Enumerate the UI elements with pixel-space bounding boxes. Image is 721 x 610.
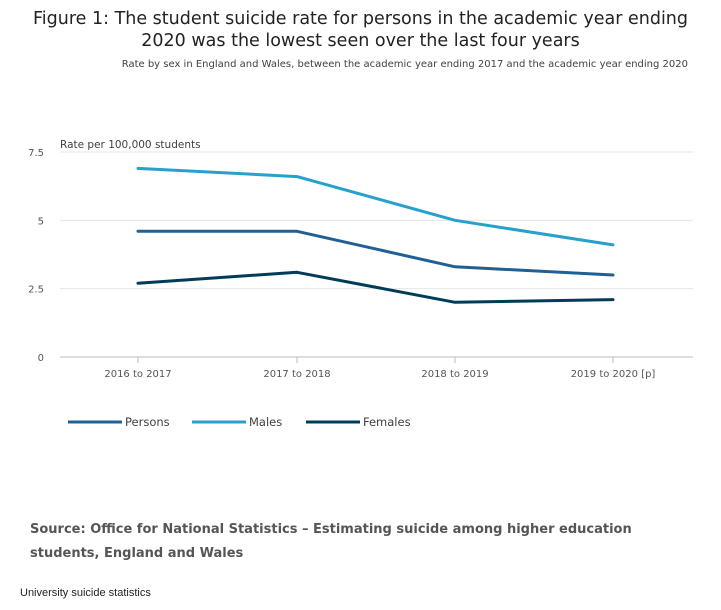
legend-label-females: Females (363, 415, 411, 429)
y-tick-label: 0 (38, 353, 44, 364)
series-line-persons (136, 229, 615, 277)
chart-subtitle: Rate by sex in England and Wales, betwee… (121, 59, 688, 70)
y-tick-label: 7.5 (28, 148, 44, 159)
y-axis-label: Rate per 100,000 students (60, 139, 201, 151)
legend-label-persons: Persons (125, 415, 170, 429)
x-tick-label: 2019 to 2020 [p] (571, 369, 656, 380)
y-axis-ticks: 0 2.5 5 7.5 (28, 148, 44, 364)
chart-title: Figure 1: The student suicide rate for p… (32, 9, 689, 51)
legend-label-males: Males (249, 415, 282, 429)
x-axis-ticks: 2016 to 2017 2017 to 2018 2018 to 2019 2019… (104, 357, 655, 380)
y-tick-label: 2.5 (28, 285, 44, 296)
series-line-females (136, 270, 615, 304)
y-tick-label: 5 (38, 216, 44, 227)
grid-lines (60, 151, 693, 358)
x-tick-label: 2018 to 2019 (421, 369, 488, 380)
series-lines (136, 166, 615, 304)
x-tick-label: 2017 to 2018 (263, 369, 330, 380)
legend: Persons Males Females (68, 415, 411, 429)
footer-caption: University suicide statistics (20, 587, 151, 599)
x-tick-label: 2016 to 2017 (104, 369, 171, 380)
source-note: Source: Office for National Statistics –… (30, 522, 632, 561)
series-line-males (136, 166, 615, 247)
